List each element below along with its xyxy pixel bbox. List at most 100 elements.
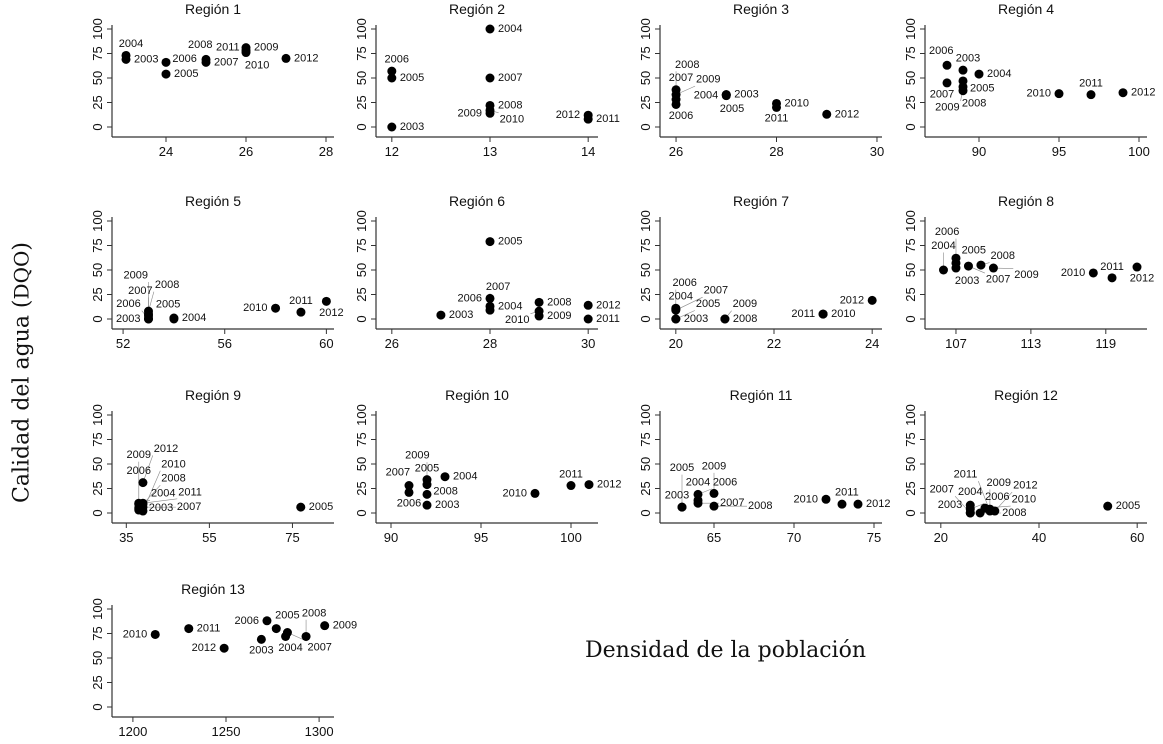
data-point	[387, 66, 397, 76]
y-tick-label: 75	[90, 432, 105, 446]
point-label: 2011	[289, 295, 313, 307]
point-label: 2011	[765, 112, 789, 124]
point-label: 2009	[458, 107, 482, 119]
x-tick-label: 100	[560, 530, 582, 545]
data-point	[867, 295, 877, 305]
x-tick-label: 75	[285, 530, 299, 545]
y-tick-label: 0	[638, 509, 653, 516]
data-point	[671, 314, 681, 324]
data-point	[822, 109, 832, 119]
panel-title: Región 10	[445, 387, 509, 403]
y-tick-label: 100	[903, 404, 918, 426]
point-label: 2006	[929, 45, 953, 57]
point-label: 2004	[669, 291, 693, 303]
point-label: 2010	[123, 628, 147, 640]
y-tick-label: 50	[90, 71, 105, 85]
point-label: 2007	[214, 56, 238, 68]
y-tick-label: 100	[90, 210, 105, 232]
panel-title: Región 11	[730, 387, 793, 403]
point-label: 2008	[748, 500, 772, 512]
point-label: 2004	[931, 240, 955, 252]
y-tick-label: 75	[90, 626, 105, 640]
data-point	[963, 261, 973, 271]
data-point	[530, 488, 540, 498]
point-label: 2004	[182, 312, 206, 324]
y-tick-label: 25	[90, 95, 105, 109]
point-label: 2010	[794, 493, 818, 505]
y-tick-label: 75	[638, 46, 653, 60]
data-point	[677, 502, 687, 512]
point-label: 2012	[1013, 480, 1037, 492]
data-point	[422, 489, 432, 499]
data-point	[671, 90, 681, 100]
point-label: 2011	[954, 469, 978, 481]
point-label: 2004	[498, 23, 522, 35]
y-tick-label: 0	[638, 315, 653, 322]
point-label: 2009	[987, 477, 1011, 489]
point-label: 2006	[672, 277, 696, 289]
data-point	[1054, 89, 1064, 99]
data-point	[566, 481, 576, 491]
panel-1: Región 1 0 25 50 75 100 24 26 28 2003 2004 2005 2006…	[90, 1, 334, 159]
point-label: 2003	[435, 499, 459, 511]
point-label: 2005	[415, 463, 439, 475]
y-tick-label: 0	[354, 315, 369, 322]
data-point	[1132, 262, 1142, 272]
point-label: 2012	[1130, 273, 1154, 285]
x-tick-label: 13	[483, 144, 497, 159]
x-tick-label: 75	[867, 530, 881, 545]
point-label: 2011	[216, 41, 240, 53]
x-tick-label: 107	[945, 336, 967, 351]
panel-6: Región 6 0 25 50 75 100 26 28 30 2003 2004 2005 2006…	[354, 193, 621, 351]
point-label: 2007	[720, 497, 744, 509]
data-point	[436, 310, 446, 320]
point-label: 2006	[713, 476, 737, 488]
data-point	[1118, 88, 1128, 98]
point-label: 2007	[986, 274, 1010, 286]
y-tick-label: 25	[638, 287, 653, 301]
point-label: 2005	[498, 236, 522, 248]
panel-9: Región 9 0 25 50 75 100 35 55 75 2003 2004 2005 2006…	[90, 387, 334, 545]
point-label: 2005	[962, 244, 986, 256]
data-point	[485, 305, 495, 315]
x-axis-label: Densidad de la población	[585, 638, 867, 663]
point-label: 2004	[498, 300, 522, 312]
point-label: 2011	[178, 486, 202, 498]
data-point	[150, 629, 160, 639]
data-point	[709, 501, 719, 511]
y-tick-label: 25	[354, 481, 369, 495]
y-tick-label: 50	[638, 71, 653, 85]
data-point	[837, 499, 847, 509]
data-point	[1103, 501, 1113, 511]
point-label: 2009	[1014, 269, 1038, 281]
point-label: 2005	[275, 610, 299, 622]
y-tick-label: 50	[90, 457, 105, 471]
y-tick-label: 75	[903, 46, 918, 60]
y-tick-label: 100	[638, 210, 653, 232]
y-tick-label: 100	[638, 404, 653, 426]
data-point	[853, 499, 863, 509]
y-tick-label: 25	[90, 675, 105, 689]
point-label: 2008	[962, 98, 986, 110]
data-point	[138, 498, 148, 508]
x-tick-label: 95	[474, 530, 488, 545]
y-tick-label: 25	[638, 95, 653, 109]
data-point	[256, 634, 266, 644]
data-point	[821, 494, 831, 504]
data-point	[485, 293, 495, 303]
y-tick-label: 75	[90, 238, 105, 252]
y-tick-label: 75	[354, 432, 369, 446]
point-label: 2012	[597, 479, 621, 491]
point-label: 2005	[720, 103, 744, 115]
point-label: 2012	[596, 299, 620, 311]
x-tick-label: 113	[1021, 336, 1042, 351]
point-label: 2003	[684, 313, 708, 325]
point-label: 2009	[333, 620, 357, 632]
point-label: 2011	[596, 113, 620, 125]
data-point	[387, 122, 397, 132]
point-label: 2008	[1002, 507, 1026, 519]
data-point	[282, 628, 292, 638]
y-tick-label: 25	[638, 481, 653, 495]
